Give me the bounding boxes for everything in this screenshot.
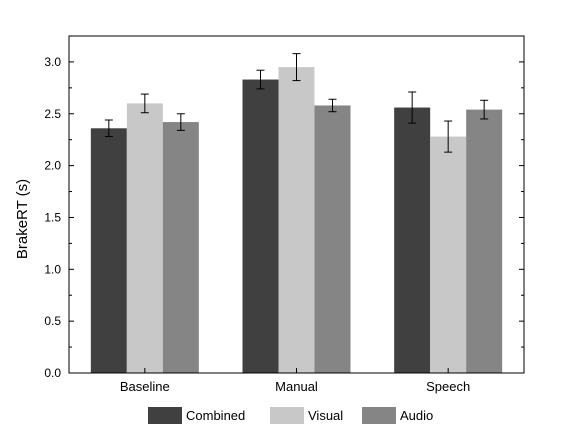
y-tick-label: 0.5 <box>44 314 61 328</box>
legend-label-audio: Audio <box>400 408 433 423</box>
x-category-label: Speech <box>426 379 470 394</box>
x-category-labels: Baseline Manual Speech <box>120 368 470 394</box>
y-tick-label: 2.5 <box>44 107 61 121</box>
y-tick-label: 1.0 <box>44 262 61 276</box>
bar-audio-manual <box>314 105 351 373</box>
bar-visual-manual <box>278 67 315 373</box>
y-ticks-layer: 0.0 0.5 1.0 1.5 2.0 2.5 3.0 <box>44 55 524 380</box>
legend-swatch-combined <box>148 407 182 424</box>
legend-label-visual: Visual <box>308 408 343 423</box>
y-axis-title: BrakeRT (s) <box>14 179 31 259</box>
legend-label-combined: Combined <box>186 408 245 423</box>
bar-combined-speech <box>394 107 431 373</box>
x-category-label: Baseline <box>120 379 170 394</box>
y-tick-label: 3.0 <box>44 55 61 69</box>
bars-layer <box>90 67 503 374</box>
legend-swatch-audio <box>362 407 396 424</box>
bar-audio-baseline <box>162 122 199 374</box>
bar-visual-speech <box>430 136 467 373</box>
bar-audio-speech <box>466 109 503 374</box>
legend: Combined Visual Audio <box>148 407 433 424</box>
y-tick-label: 2.0 <box>44 159 61 173</box>
error-bars-layer <box>104 53 489 153</box>
legend-swatch-visual <box>270 407 304 424</box>
bar-combined-baseline <box>90 128 127 373</box>
y-tick-label: 1.5 <box>44 210 61 224</box>
bar-visual-baseline <box>126 103 163 374</box>
y-tick-label: 0.0 <box>44 366 61 380</box>
bar-combined-manual <box>242 79 279 373</box>
x-category-label: Manual <box>275 379 318 394</box>
